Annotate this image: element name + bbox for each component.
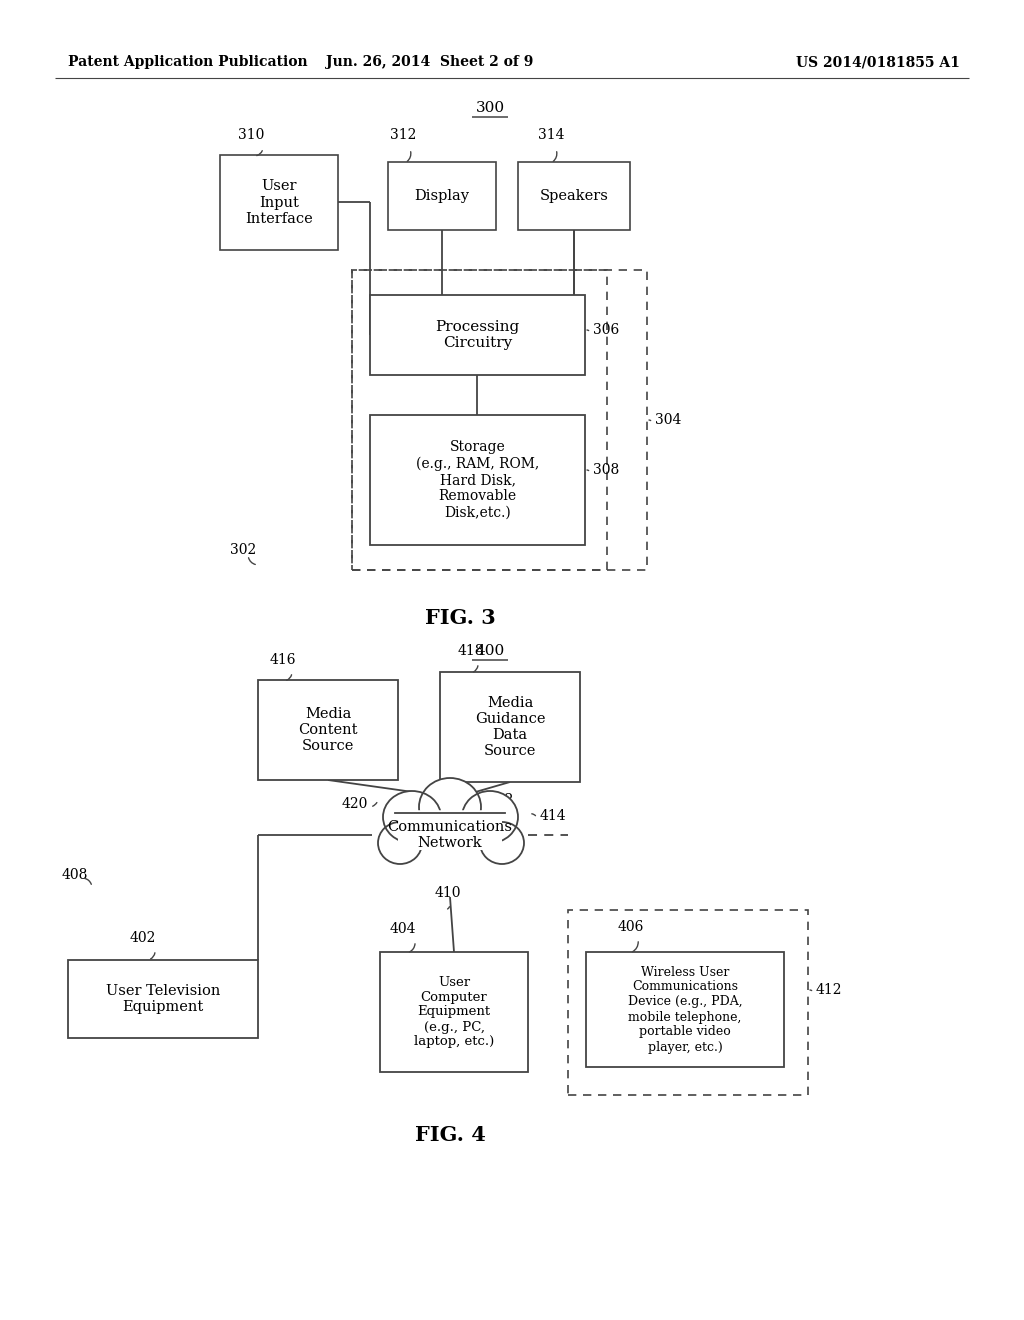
Text: 302: 302 [230, 543, 256, 557]
Text: 406: 406 [618, 920, 644, 935]
Text: User
Input
Interface: User Input Interface [245, 180, 313, 226]
Text: 306: 306 [593, 323, 620, 337]
Text: User
Computer
Equipment
(e.g., PC,
laptop, etc.): User Computer Equipment (e.g., PC, lapto… [414, 975, 495, 1048]
Text: 308: 308 [593, 463, 620, 477]
Text: Communications
Network: Communications Network [387, 820, 512, 850]
Text: 414: 414 [540, 809, 566, 822]
Text: Speakers: Speakers [540, 189, 608, 203]
Ellipse shape [378, 822, 422, 865]
Text: User Television
Equipment: User Television Equipment [105, 983, 220, 1014]
Text: Wireless User
Communications
Device (e.g., PDA,
mobile telephone,
portable video: Wireless User Communications Device (e.g… [628, 965, 742, 1053]
Text: US 2014/0181855 A1: US 2014/0181855 A1 [796, 55, 961, 69]
Text: 402: 402 [130, 931, 157, 945]
FancyBboxPatch shape [380, 952, 528, 1072]
Text: 416: 416 [270, 653, 297, 667]
Ellipse shape [419, 777, 481, 836]
Text: 300: 300 [475, 102, 505, 115]
FancyBboxPatch shape [395, 814, 505, 855]
Text: 310: 310 [238, 128, 264, 143]
Text: Media
Guidance
Data
Source: Media Guidance Data Source [475, 696, 545, 758]
Ellipse shape [383, 791, 441, 843]
Text: Storage
(e.g., RAM, ROM,
Hard Disk,
Removable
Disk,etc.): Storage (e.g., RAM, ROM, Hard Disk, Remo… [416, 441, 539, 520]
Text: Display: Display [415, 189, 469, 203]
FancyBboxPatch shape [258, 680, 398, 780]
Ellipse shape [462, 791, 518, 843]
Text: 404: 404 [390, 921, 417, 936]
Text: 420: 420 [342, 797, 368, 810]
Text: 312: 312 [390, 128, 417, 143]
Text: Jun. 26, 2014  Sheet 2 of 9: Jun. 26, 2014 Sheet 2 of 9 [327, 55, 534, 69]
Text: 408: 408 [62, 869, 88, 882]
FancyBboxPatch shape [370, 414, 585, 545]
FancyBboxPatch shape [370, 294, 585, 375]
Text: 314: 314 [538, 128, 564, 143]
Ellipse shape [480, 822, 524, 865]
Text: 410: 410 [435, 886, 462, 900]
Text: 304: 304 [655, 413, 681, 426]
Text: Media
Content
Source: Media Content Source [298, 706, 357, 754]
Text: 418: 418 [458, 644, 484, 657]
FancyBboxPatch shape [398, 812, 502, 850]
Text: FIG. 3: FIG. 3 [425, 609, 496, 628]
FancyBboxPatch shape [220, 154, 338, 249]
Text: 412: 412 [816, 983, 843, 997]
Text: FIG. 4: FIG. 4 [415, 1125, 485, 1144]
FancyBboxPatch shape [68, 960, 258, 1038]
Text: 422: 422 [488, 793, 514, 807]
FancyBboxPatch shape [388, 162, 496, 230]
Text: Patent Application Publication: Patent Application Publication [68, 55, 307, 69]
FancyBboxPatch shape [518, 162, 630, 230]
FancyBboxPatch shape [586, 952, 784, 1067]
Text: Processing
Circuitry: Processing Circuitry [435, 319, 519, 350]
Text: 400: 400 [475, 644, 505, 657]
FancyBboxPatch shape [440, 672, 580, 781]
